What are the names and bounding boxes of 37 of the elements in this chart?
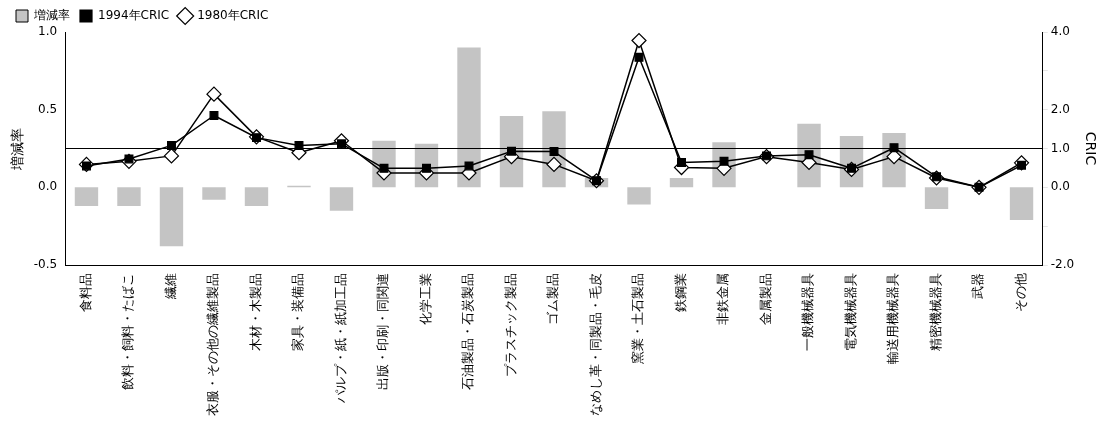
legend-label: 1994年CRIC <box>98 8 170 23</box>
y2-tick-label: 0.0 <box>1050 179 1070 194</box>
x-tick-label: 非鉄金属 <box>715 273 731 325</box>
y2-axis-title: CRIC <box>1082 131 1099 166</box>
x-tick-label: 一般機械器具 <box>800 273 816 351</box>
x-tick-label: 木材・木製品 <box>247 273 263 351</box>
x-tick-label: ゴム製品 <box>545 273 561 325</box>
x-tick-label: その他 <box>1012 273 1028 312</box>
x-tick-label: 出版・印刷・同関連 <box>375 273 391 390</box>
y-axis-title: 増減率 <box>9 127 26 171</box>
y-tick-label: 0.0 <box>38 179 58 194</box>
legend-label: 1980年CRIC <box>197 8 269 23</box>
x-tick-label: 家具・装備品 <box>290 273 306 351</box>
y2-tick-label: -2.0 <box>1050 257 1075 272</box>
legend-label: 増減率 <box>33 8 70 23</box>
x-tick-label: 電気機械器具 <box>842 273 858 351</box>
y-tick-label: 0.5 <box>38 101 58 116</box>
x-tick-label: 化学工業 <box>417 273 433 325</box>
x-tick-label: 食料品 <box>77 273 93 312</box>
x-tick-label: 武器 <box>970 273 986 299</box>
x-tick-label: 石油製品・石炭製品 <box>460 273 476 390</box>
x-tick-label: 精密機械器具 <box>927 273 943 351</box>
x-tick-label: 繊維 <box>162 273 178 300</box>
x-tick-label: 衣服・その他の繊維製品 <box>205 273 221 416</box>
x-tick-label: パルプ・紙・紙加工品 <box>332 273 348 404</box>
x-tick-label: プラスチック製品 <box>502 273 518 377</box>
y-tick-label: 1.0 <box>38 24 58 39</box>
x-tick-label: 鉄鋼業 <box>672 273 688 312</box>
x-tick-label: なめし革・同製品・毛皮 <box>587 273 603 416</box>
y2-tick-label: 2.0 <box>1050 101 1070 116</box>
y2-tick-label: 1.0 <box>1050 140 1070 155</box>
y2-tick-label: 4.0 <box>1050 24 1070 39</box>
y-tick-label: -0.5 <box>33 257 58 272</box>
x-tick-label: 飲料・飼料・たばこ <box>120 273 136 390</box>
x-tick-label: 窯業・土石製品 <box>630 273 646 364</box>
x-tick-label: 輸送用機械器具 <box>885 273 901 364</box>
x-tick-label: 金属製品 <box>757 273 773 325</box>
